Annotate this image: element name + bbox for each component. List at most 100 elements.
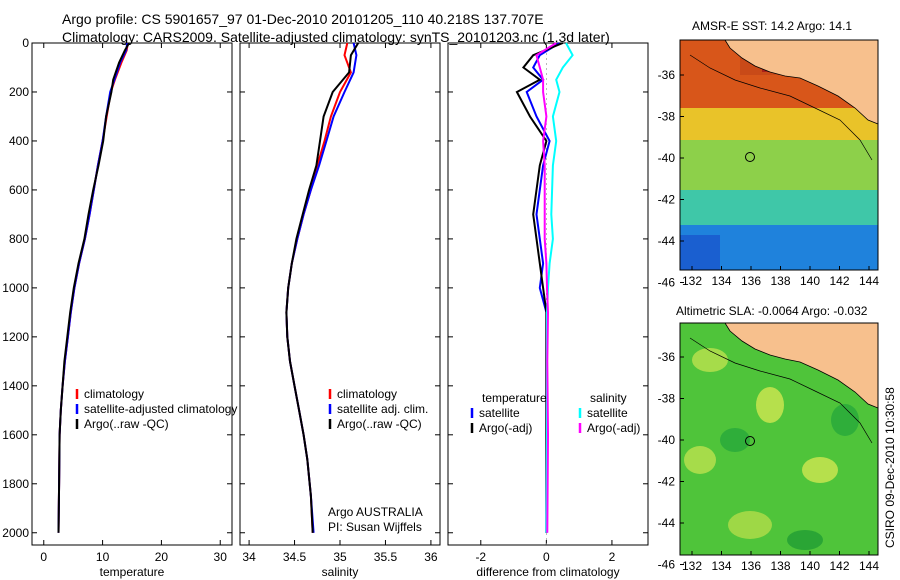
series-line-3 <box>57 42 130 533</box>
sst-yellow-band <box>680 108 878 143</box>
map-x-tick-label: 140 <box>800 559 820 573</box>
series-line-4 <box>535 42 557 533</box>
series-line-2 <box>285 42 358 533</box>
sst-teal-band <box>680 190 878 230</box>
map-x-tick-label: 138 <box>770 274 790 288</box>
panel-frame <box>31 42 233 546</box>
legend-label: satellite <box>479 406 520 420</box>
y-tick-label: 1200 <box>2 330 29 344</box>
map-x-tick-label: 144 <box>859 274 879 288</box>
legend-group-label: temperature <box>482 391 547 405</box>
panel-frame <box>447 42 649 546</box>
x-axis-label: temperature <box>100 565 165 579</box>
legend-label: climatology <box>84 387 144 401</box>
x-axis-label: difference from climatology <box>476 565 619 579</box>
sla-map-title: Altimetric SLA: -0.0064 Argo: -0.032 <box>676 304 868 318</box>
sst-land <box>725 40 878 124</box>
annotation-text: Argo AUSTRALIA <box>328 505 423 519</box>
map-y-tick-label: -44 <box>658 516 676 530</box>
y-tick-label: 1800 <box>2 477 29 491</box>
x-tick-label: 34.5 <box>283 550 307 564</box>
x-axis-label: salinity <box>322 565 359 579</box>
sla-land <box>725 323 878 408</box>
x-tick-label: 0 <box>40 550 47 564</box>
sla-high-2 <box>756 387 784 423</box>
map-y-tick-label: -40 <box>658 433 676 447</box>
x-tick-label: 35 <box>333 550 347 564</box>
map-panels: -36 -38 -40 -42 -44 -46 132 134 136 138 140 142 144 -… <box>658 39 879 573</box>
sla-high-5 <box>728 511 772 539</box>
map-x-tick-label: 134 <box>711 274 731 288</box>
y-tick-label: 1400 <box>2 379 29 393</box>
y-tick-label: 0 <box>22 36 29 50</box>
map-y-tick-label: -46 <box>658 276 676 290</box>
map-y-tick-label: -42 <box>658 193 676 207</box>
y-tick-label: 200 <box>9 85 29 99</box>
sla-high-3 <box>684 446 716 474</box>
legend-label: satellite-adjusted climatology <box>84 402 237 416</box>
profile-panels: 0 10 20 30020040060080010001200140016001800… <box>2 36 649 579</box>
map-x-tick-label: 144 <box>859 559 879 573</box>
climatology-subtitle: Climatology: CARS2009. Satellite-adjuste… <box>62 29 610 45</box>
legend-label: Argo(..raw -QC) <box>337 417 422 431</box>
sla-argo-marker <box>745 436 755 446</box>
series-line-2 <box>57 42 129 533</box>
profile-panel-2: 34 34.5 35 35.5 36 salinity climatologysatelli… <box>239 42 441 579</box>
map-x-tick-label: 138 <box>770 559 790 573</box>
y-tick-label: 2000 <box>2 526 29 540</box>
series-line-1 <box>285 42 352 533</box>
sst-green-band <box>680 140 878 195</box>
map-y-tick-label: -38 <box>658 392 676 406</box>
legend-group-label: salinity <box>590 391 627 405</box>
profile-title: Argo profile: CS 5901657_97 01-Dec-2010 … <box>62 11 544 27</box>
sst-shelf-contour <box>689 54 873 161</box>
legend-label: satellite <box>587 406 628 420</box>
legend-label: Argo(..raw -QC) <box>84 417 169 431</box>
sla-low-1 <box>720 428 750 452</box>
map-x-tick-label: 142 <box>829 274 849 288</box>
sla-low-2 <box>831 404 859 436</box>
x-tick-label: 10 <box>96 550 110 564</box>
map-y-tick-label: -44 <box>658 234 676 248</box>
legend-label: Argo(-adj) <box>479 421 532 435</box>
series-line-1 <box>57 42 129 533</box>
sla-low-3 <box>787 530 823 550</box>
sst-argo-marker <box>745 152 755 162</box>
x-tick-label: 2 <box>609 550 616 564</box>
series-line-3 <box>545 42 574 533</box>
legend-label: satellite adj. clim. <box>337 402 428 416</box>
map-y-tick-label: -46 <box>658 558 676 572</box>
y-tick-label: 600 <box>9 183 29 197</box>
sst-coastline <box>724 39 879 125</box>
y-tick-label: 1600 <box>2 428 29 442</box>
legend-label: Argo(-adj) <box>587 421 640 435</box>
sla-map <box>679 322 879 556</box>
map-x-tick-label: 134 <box>711 559 731 573</box>
sla-shelf-contour <box>689 337 873 444</box>
y-tick-label: 800 <box>9 232 29 246</box>
y-tick-label: 1000 <box>2 281 29 295</box>
sla-coastline <box>724 322 879 409</box>
map-y-tick-label: -36 <box>658 350 676 364</box>
map-y-tick-label: -42 <box>658 475 676 489</box>
sla-high-4 <box>802 457 838 483</box>
map-x-tick-label: 136 <box>741 559 761 573</box>
x-tick-label: 36 <box>424 550 438 564</box>
x-tick-label: 30 <box>214 550 228 564</box>
map-x-tick-label: 142 <box>829 559 849 573</box>
annotation-text: PI: Susan Wijffels <box>328 520 422 534</box>
series-line-3 <box>285 42 360 533</box>
sst-map <box>679 39 879 271</box>
map-x-tick-label: 136 <box>741 274 761 288</box>
y-tick-label: 400 <box>9 134 29 148</box>
x-tick-label: 35.5 <box>374 550 398 564</box>
sla-high-1 <box>692 348 728 372</box>
legend-label: climatology <box>337 387 397 401</box>
x-tick-label: 0 <box>543 550 550 564</box>
map-y-tick-label: -36 <box>658 68 676 82</box>
profile-panel-1: 0 10 20 30 0 200 400 600 800 1000 1200 1400 1600 1800… <box>2 36 237 579</box>
map-y-tick-label: -38 <box>658 110 676 124</box>
map-y-tick-label: -40 <box>658 151 676 165</box>
